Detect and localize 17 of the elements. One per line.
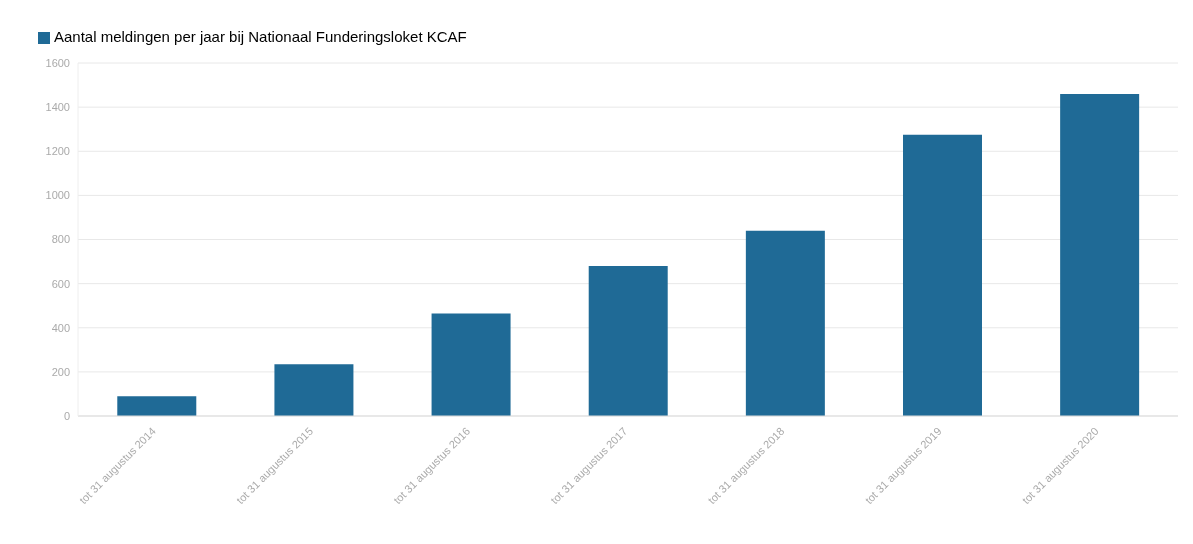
y-tick-label: 1200 [45, 145, 70, 158]
bar [903, 134, 982, 416]
y-tick-label: 200 [51, 365, 70, 378]
bar [588, 265, 668, 416]
y-tick-label: 400 [51, 321, 70, 334]
bar [1060, 93, 1140, 416]
bar [117, 396, 197, 416]
y-tick-label: 1000 [45, 189, 70, 202]
bar [431, 313, 511, 416]
y-tick-label: 0 [63, 409, 70, 422]
bar [745, 230, 825, 416]
bar [274, 364, 354, 416]
y-tick-label: 1400 [45, 101, 70, 114]
legend-label: Aantal meldingen per jaar bij Nationaal Funderingsloket KCAF [54, 28, 467, 45]
y-tick-label: 1600 [45, 56, 70, 69]
y-tick-label: 800 [51, 233, 70, 246]
y-tick-label: 600 [51, 277, 70, 290]
